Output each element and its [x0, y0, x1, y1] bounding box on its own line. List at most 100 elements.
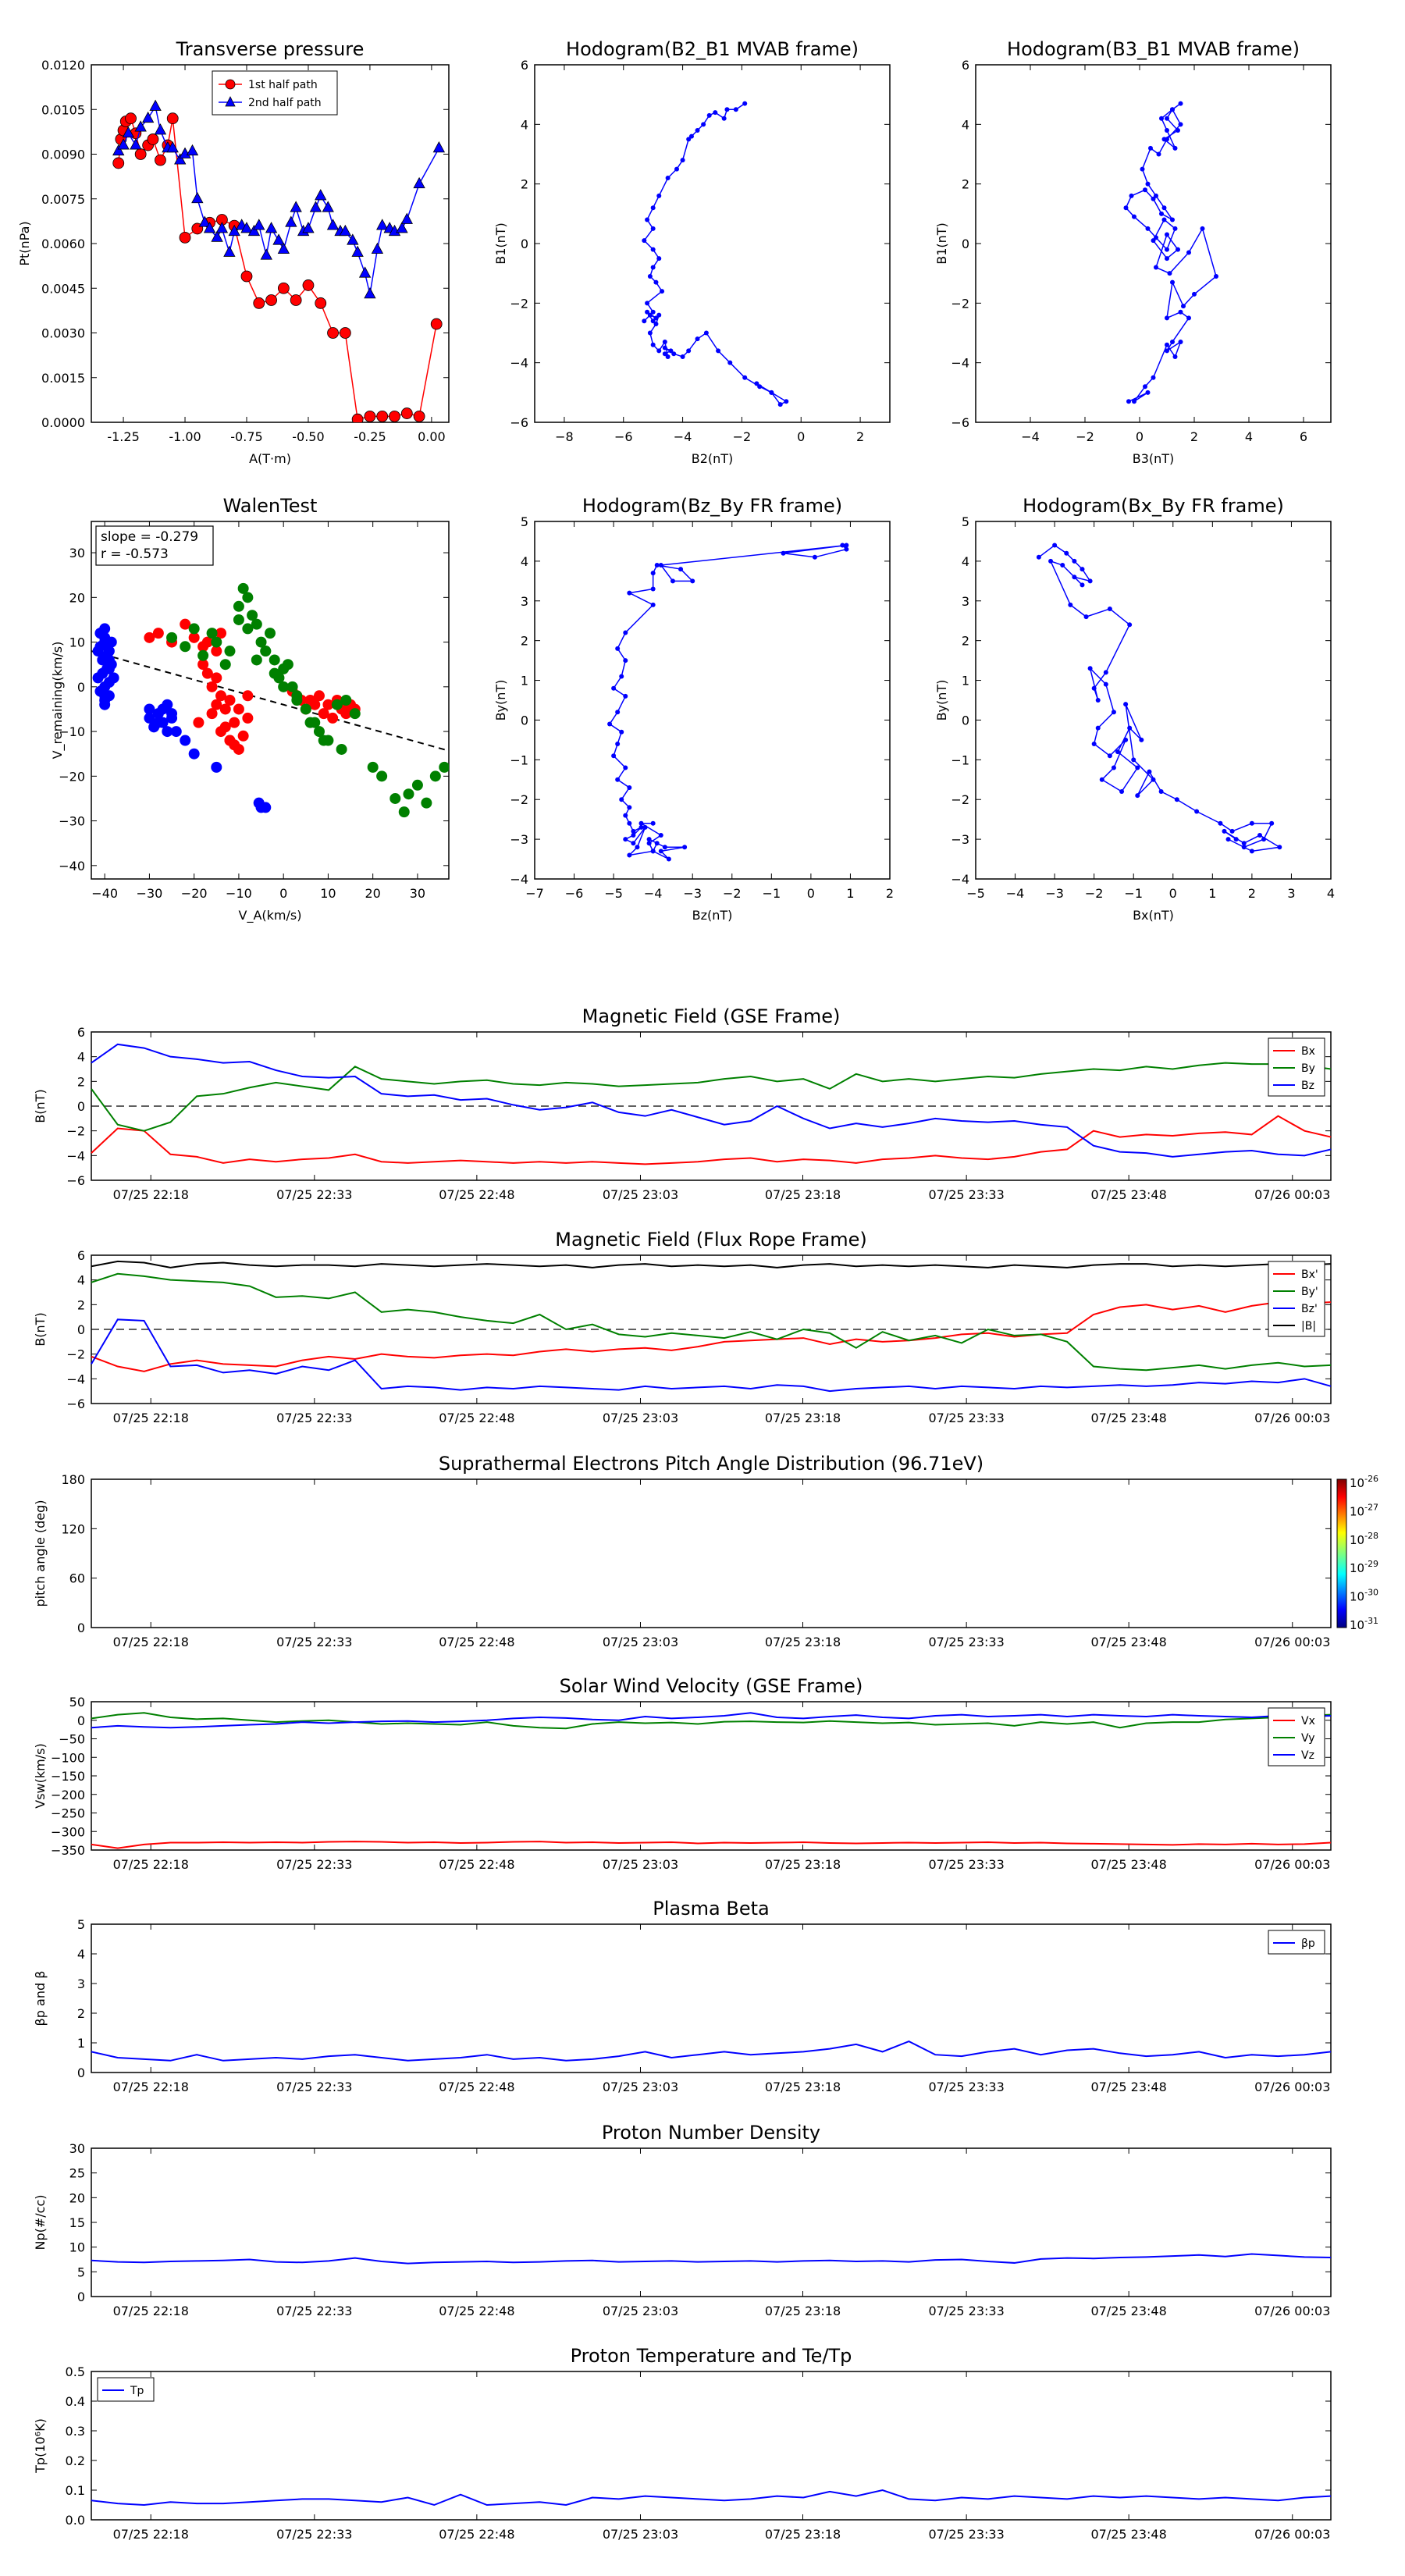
time-tick-label: 07/26 00:03 [1254, 1411, 1330, 1425]
data-point [619, 797, 624, 802]
time-tick-label: 07/25 22:48 [439, 1857, 514, 1872]
data-point [149, 99, 162, 111]
plasma-beta-ylabel: βp and β [33, 1971, 48, 2026]
y-tick-label: −2 [66, 1347, 85, 1362]
legend-entry: Vx [1301, 1715, 1315, 1727]
data-point [1269, 820, 1275, 826]
time-tick-label: 07/25 23:33 [928, 2527, 1004, 2542]
time-tick-label: 07/25 23:48 [1090, 1857, 1166, 1872]
data-point [1123, 702, 1129, 707]
y-tick-label: 1 [521, 674, 528, 688]
time-tick-label: 07/25 23:33 [928, 2304, 1004, 2318]
data-point [186, 144, 199, 156]
legend-entry: Bz' [1301, 1303, 1318, 1315]
data-point [686, 137, 692, 142]
walen-test-plot-area [91, 521, 450, 880]
y-tick-label: −10 [59, 724, 85, 739]
data-point [242, 623, 254, 635]
x-tick-label: 2 [886, 886, 894, 901]
data-point [615, 741, 621, 746]
data-point [716, 348, 721, 354]
data-point [340, 708, 352, 720]
colorbar [1336, 1478, 1347, 1628]
data-point [1095, 698, 1101, 703]
x-tick-label: -1.00 [169, 429, 201, 444]
data-point [1151, 238, 1156, 244]
data-point [198, 215, 211, 227]
data-point [253, 219, 265, 230]
data-point [211, 761, 222, 773]
data-point [1072, 575, 1077, 580]
mag-gse-panel: Magnetic Field (GSE Frame) −6 −4 −2 0 2 4 6 07/2… [33, 1005, 1332, 1202]
y-tick-label: 4 [521, 554, 528, 569]
data-point [166, 708, 178, 720]
data-point [623, 658, 628, 664]
time-tick-label: 07/25 23:48 [1090, 2080, 1166, 2094]
mag-fr-panel: Magnetic Field (Flux Rope Frame) −6 −4 −2 0 2… [33, 1229, 1332, 1425]
data-point [650, 265, 656, 270]
data-point [211, 646, 222, 657]
data-point [247, 224, 261, 237]
data-point [108, 672, 119, 684]
data-point [134, 148, 147, 160]
series-By-line [91, 1272, 1332, 1372]
time-tick-label: 07/25 22:48 [439, 2304, 514, 2318]
data-point [1176, 247, 1180, 252]
pitch-angle-ylabel: pitch angle (deg) [33, 1500, 48, 1606]
y-tick-label: −6 [66, 1397, 85, 1411]
data-point [656, 256, 662, 262]
time-tick-label: 07/25 22:48 [439, 1187, 514, 1202]
data-point [1127, 725, 1133, 731]
data-point [112, 157, 125, 169]
data-point [1132, 399, 1136, 404]
x-tick-label: −2 [1085, 886, 1104, 901]
data-point [197, 649, 209, 661]
data-point [1176, 127, 1180, 133]
data-point [147, 133, 159, 145]
x-tick-label: −20 [181, 886, 208, 901]
time-tick-label: 07/25 23:18 [765, 2080, 841, 2094]
data-point [1036, 554, 1041, 560]
y-tick-label: 2 [521, 634, 528, 649]
x-tick-label: 0 [807, 886, 815, 901]
colorbar-tick-label: 10-27 [1350, 1502, 1378, 1518]
data-point [1148, 145, 1153, 151]
x-tick-label: −6 [614, 429, 633, 444]
data-point [1107, 606, 1112, 611]
x-tick-label: 6 [1300, 429, 1307, 444]
x-tick-label: 1 [1208, 886, 1216, 901]
data-point [211, 230, 223, 242]
data-point [1165, 348, 1169, 354]
time-tick-label: 07/26 00:03 [1254, 2304, 1330, 2318]
hodogram-bz-by-xlabel: Bz(nT) [692, 908, 733, 923]
data-point [206, 681, 218, 692]
x-tick-label: -0.25 [354, 429, 386, 444]
mag-gse-ylabel: B(nT) [33, 1089, 48, 1123]
data-point [688, 133, 694, 139]
y-tick-label: 0.5 [66, 2364, 85, 2379]
data-point [1132, 214, 1136, 219]
data-point [339, 224, 352, 237]
data-point [1091, 741, 1097, 746]
data-point [122, 126, 135, 138]
solar-wind-velocity-title: Solar Wind Velocity (GSE Frame) [560, 1675, 863, 1697]
y-tick-label: −250 [51, 1806, 85, 1821]
y-tick-label: 0.0120 [41, 58, 85, 73]
data-point [1095, 725, 1101, 731]
colorbar-tick-label: 10-28 [1350, 1531, 1378, 1547]
data-point [1154, 193, 1158, 198]
data-point [1087, 666, 1093, 671]
series-By-line [91, 1062, 1332, 1132]
y-tick-label: 4 [77, 1947, 85, 1962]
transverse-pressure-xlabel: A(T·m) [249, 451, 291, 466]
data-point [253, 297, 265, 309]
x-tick-label: -0.50 [292, 429, 324, 444]
fit-line [91, 650, 449, 752]
x-tick-label: −8 [555, 429, 574, 444]
y-tick-label: 0.0060 [41, 237, 85, 251]
data-point [665, 354, 670, 360]
hodogram-bx-by-panel: Hodogram(Bx_By FR frame)−5 −4 −3 −2 −1 0 1 2 3 4−… [934, 495, 1335, 923]
time-tick-label: 07/25 22:48 [439, 2527, 514, 2542]
data-point [228, 224, 240, 237]
